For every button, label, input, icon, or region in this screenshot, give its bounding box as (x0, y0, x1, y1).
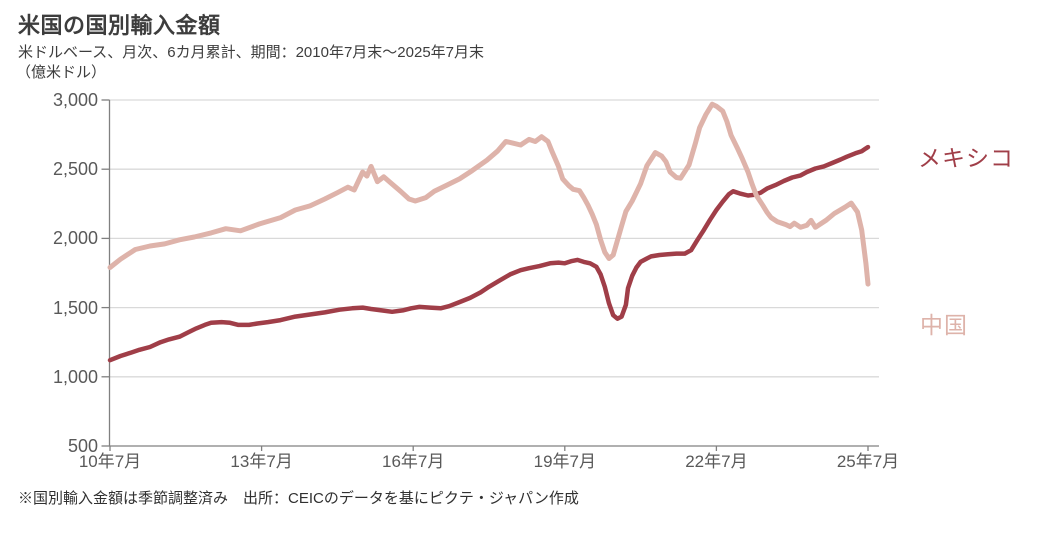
legend-label-china: 中国 (920, 312, 968, 338)
chart-subtitle: 米ドルベース、月次、6カ月累計、期間：2010年7月末～2025年7月末 (18, 44, 485, 61)
y-axis-tick-label: 2,500 (52, 159, 98, 180)
x-axis-tick-label: 13年7月 (230, 452, 293, 471)
y-axis-unit-label: （億米ドル） (16, 64, 107, 81)
y-axis-tick-label: 2,000 (52, 228, 98, 249)
x-axis-tick-label: 10年7月 (78, 452, 142, 471)
y-axis-tick-label: 1,000 (52, 366, 98, 387)
y-axis-tick-label: 1,500 (52, 297, 98, 318)
source-note: ※国別輸入金額は季節調整済み 出所：CEICのデータを基にピクテ・ジャパン作成 (18, 490, 579, 507)
y-axis-tick-label: 3,000 (52, 90, 98, 110)
mexico-line (107, 144, 871, 363)
y-axis-tick-label: 500 (67, 436, 98, 456)
chart-title: 米国の国別輸入金額 (18, 13, 221, 38)
x-axis-tick-label: 25年7月 (836, 452, 900, 471)
china-line (107, 101, 871, 287)
x-axis-tick-label: 16年7月 (382, 452, 445, 471)
legend-label-mexico: メキシコ (918, 145, 1014, 171)
x-axis-tick-label: 19年7月 (533, 452, 596, 471)
x-axis-tick-label: 22年7月 (685, 452, 748, 471)
